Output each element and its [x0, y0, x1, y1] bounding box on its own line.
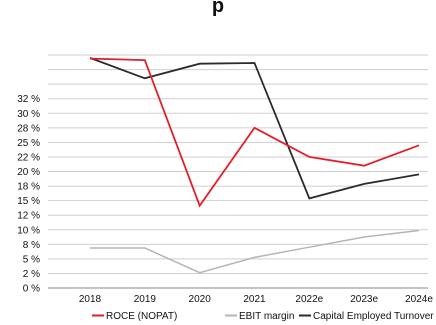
y-tick-labels: 0 % 2 % 5 % 8 % 10 % 12 % 15 % 18 % 20 % 22 % 25 %…: [17, 94, 40, 294]
y-tick-label: 12 %: [17, 211, 40, 222]
x-tick-label: 2024e: [405, 294, 433, 305]
y-tick-label: 18 %: [17, 182, 40, 193]
y-tick-label: 20 %: [17, 167, 40, 178]
y-tick-label: 25 %: [17, 138, 40, 149]
legend-label: Capital Employed Turnover: [313, 311, 434, 322]
x-tick-label: 2022e: [295, 294, 323, 305]
legend-label: ROCE (NOPAT): [106, 311, 177, 322]
legend-label: EBIT margin: [239, 311, 294, 322]
x-tick-label: 2021: [243, 294, 266, 305]
series-line-roce-nopat: [89, 57, 420, 208]
grid-layer: [48, 54, 428, 289]
y-tick-label: 15 %: [17, 196, 40, 207]
y-tick-label: 10 %: [17, 225, 40, 236]
chart-title: p: [212, 0, 224, 17]
y-tick-label: 0 %: [23, 284, 40, 295]
legend: ROCE (NOPAT) EBIT margin Capital Employed …: [92, 311, 434, 322]
y-tick-label: 28 %: [17, 123, 40, 134]
y-tick-label: 8 %: [23, 240, 40, 251]
y-tick-label: 2 %: [23, 269, 40, 280]
y-tick-label: 5 %: [23, 254, 40, 265]
series-layer: [89, 57, 420, 274]
x-tick-label: 2018: [79, 294, 102, 305]
y-tick-label: 22 %: [17, 152, 40, 163]
series-line-capital-employed-turnover: [89, 57, 420, 200]
title-layer: p: [212, 0, 224, 17]
x-tick-label: 2019: [134, 294, 157, 305]
series-line-ebit-margin: [90, 229, 420, 274]
x-tick-labels: 2018 2019 2020 2021 2022e 2023e 2024e: [79, 294, 433, 305]
y-tick-label: 30 %: [17, 109, 40, 120]
x-tick-label: 2020: [189, 294, 212, 305]
y-tick-label: 32 %: [17, 94, 40, 105]
x-tick-label: 2023e: [350, 294, 378, 305]
